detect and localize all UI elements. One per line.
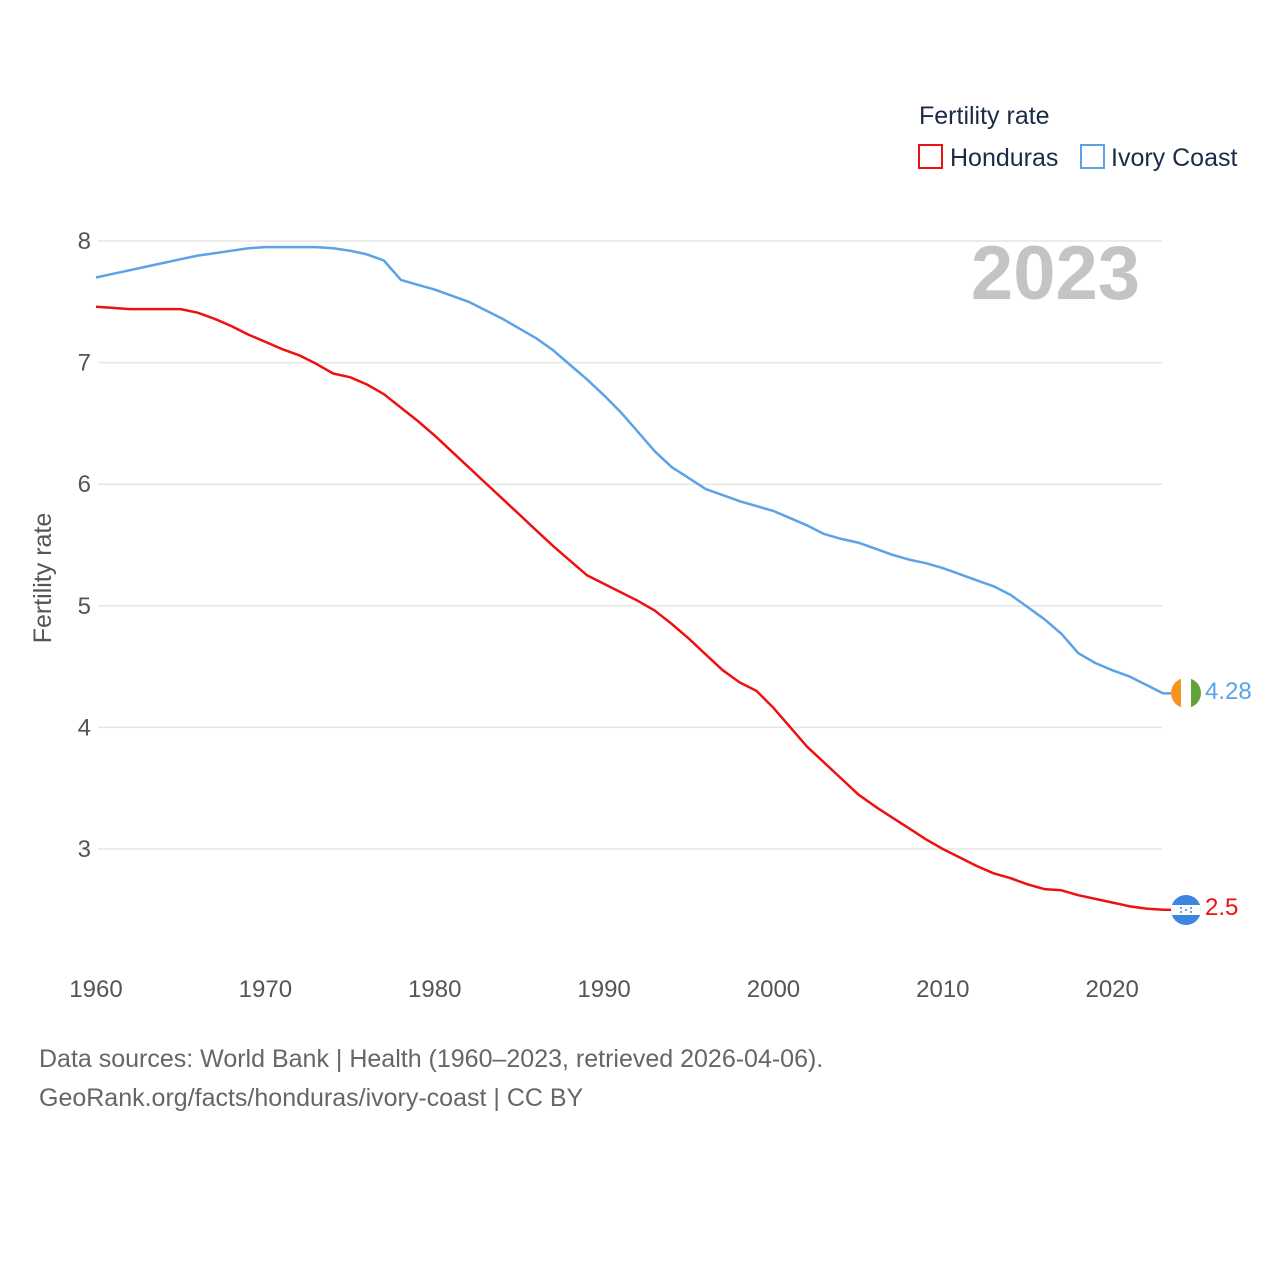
legend-item-ivory-coast[interactable]: Ivory Coast <box>1080 144 1237 172</box>
x-tick-label: 1970 <box>239 976 292 1003</box>
y-axis-ticks: 3 4 5 6 7 8 <box>78 228 91 863</box>
x-tick-label: 2000 <box>747 976 800 1003</box>
footer-sources: Data sources: World Bank | Health (1960–… <box>39 1045 824 1073</box>
gridlines <box>98 240 1162 850</box>
y-tick-label: 5 <box>78 593 91 620</box>
legend-label-ivory-coast: Ivory Coast <box>1111 144 1237 172</box>
footer-attribution[interactable]: GeoRank.org/facts/honduras/ivory-coast |… <box>39 1084 584 1112</box>
y-tick-label: 8 <box>78 228 91 255</box>
legend-title: Fertility rate <box>919 102 1050 130</box>
legend-item-honduras[interactable]: Honduras <box>918 144 1058 172</box>
ivory-coast-flag-icon <box>1171 678 1201 708</box>
x-tick-label: 2010 <box>916 976 969 1003</box>
x-tick-label: 1980 <box>408 976 461 1003</box>
end-label-ivory-coast: 4.28 <box>1205 678 1252 705</box>
y-tick-label: 4 <box>78 714 91 741</box>
legend-label-honduras: Honduras <box>950 144 1058 172</box>
fertility-rate-chart: Fertility rate Honduras Ivory Coast 2023… <box>29 102 1252 1003</box>
x-axis-ticks: 1960 1970 1980 1990 2000 2010 2020 <box>69 976 1139 1003</box>
honduras-flag-icon <box>1171 895 1201 925</box>
series-line-ivory-coast[interactable] <box>95 245 1164 695</box>
y-tick-label: 3 <box>78 836 91 863</box>
x-tick-label: 2020 <box>1085 976 1138 1003</box>
x-tick-label: 1990 <box>577 976 630 1003</box>
legend: Fertility rate Honduras Ivory Coast <box>918 102 1237 172</box>
legend-swatch-honduras <box>918 144 943 169</box>
end-label-honduras: 2.5 <box>1205 894 1238 921</box>
y-tick-label: 7 <box>78 350 91 377</box>
x-tick-label: 1960 <box>69 976 122 1003</box>
series-lines <box>95 245 1171 912</box>
y-axis-label: Fertility rate <box>29 513 57 644</box>
current-year-label: 2023 <box>971 231 1140 316</box>
series-line-honduras[interactable] <box>95 305 1164 912</box>
y-tick-label: 6 <box>78 471 91 498</box>
legend-swatch-ivory-coast <box>1080 144 1105 169</box>
